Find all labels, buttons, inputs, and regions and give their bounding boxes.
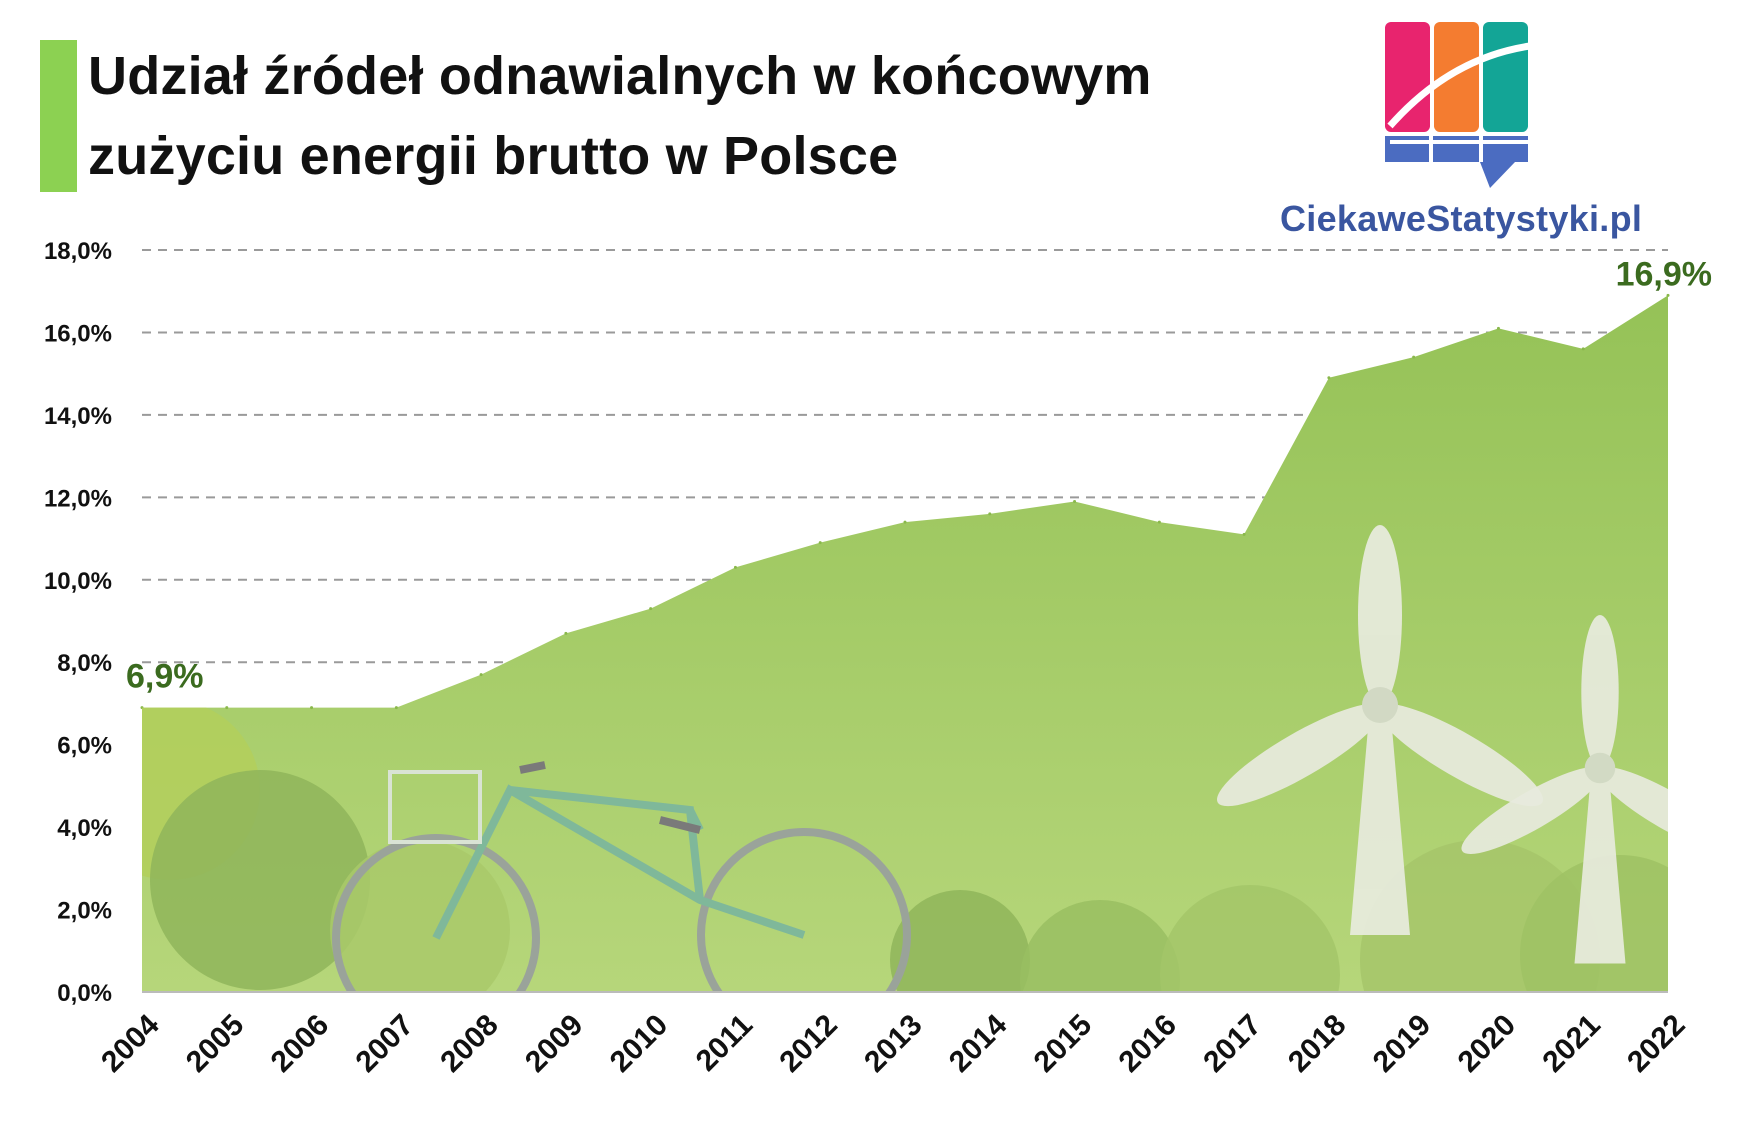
data-point <box>225 706 229 710</box>
y-tick-label: 10,0% <box>44 568 112 595</box>
data-label: 6,9% <box>126 658 204 696</box>
y-tick-label: 18,0% <box>44 238 112 265</box>
brand-logo-icon <box>1385 22 1531 188</box>
x-tick-label: 2017 <box>1197 1008 1268 1079</box>
bush-shape <box>890 890 1030 992</box>
decoration <box>142 525 1668 992</box>
y-tick-label: 2,0% <box>57 898 112 925</box>
x-tick-label: 2006 <box>265 1008 336 1079</box>
chart-title-line-1: Udział źródeł odnawialnych w końcowym <box>88 46 1152 106</box>
y-tick-label: 16,0% <box>44 320 112 347</box>
data-point <box>564 631 568 635</box>
data-point <box>1666 293 1670 297</box>
wind-turbine-icon <box>1216 525 1544 935</box>
data-point <box>1412 355 1416 359</box>
x-tick-label: 2010 <box>604 1008 675 1079</box>
data-point <box>394 706 398 710</box>
chart-title: Udział źródeł odnawialnych w końcowym zu… <box>88 36 1152 196</box>
x-tick-label: 2008 <box>434 1008 505 1079</box>
data-point <box>310 706 314 710</box>
chart-title-line-2: zużyciu energii brutto w Polsce <box>88 126 899 186</box>
x-tick-label: 2014 <box>943 1008 1014 1079</box>
data-point <box>1157 520 1161 524</box>
bicycle-icon <box>332 761 911 992</box>
brand-logo-text: CiekaweStatystyki.pl <box>1280 198 1643 239</box>
data-point <box>1581 347 1585 351</box>
data-point <box>649 607 653 611</box>
x-tick-label: 2019 <box>1367 1008 1438 1079</box>
x-tick-label: 2012 <box>773 1008 844 1079</box>
y-tick-label: 8,0% <box>57 650 112 677</box>
data-label: 16,9% <box>1616 255 1712 293</box>
x-tick-label: 2004 <box>95 1008 166 1079</box>
bush-shape <box>1160 885 1340 992</box>
y-tick-label: 12,0% <box>44 485 112 512</box>
y-tick-label: 0,0% <box>57 980 112 1007</box>
data-point <box>818 541 822 545</box>
brand-logo: CiekaweStatystyki.pl <box>1280 18 1643 243</box>
data-point <box>733 565 737 569</box>
data-point <box>988 512 992 516</box>
x-tick-label: 2016 <box>1112 1008 1183 1079</box>
x-tick-label: 2009 <box>519 1008 590 1079</box>
y-tick-label: 4,0% <box>57 815 112 842</box>
bush-shape <box>150 770 370 990</box>
illustration <box>142 525 1668 992</box>
area-series <box>140 293 1670 992</box>
data-point <box>903 520 907 524</box>
x-tick-label: 2005 <box>180 1008 251 1079</box>
data-point <box>1496 326 1500 330</box>
title-accent-bar <box>40 40 77 192</box>
x-tick-label: 2007 <box>349 1008 420 1079</box>
data-point <box>1073 499 1077 503</box>
data-point <box>1242 532 1246 536</box>
x-tick-label: 2018 <box>1282 1008 1353 1079</box>
x-tick-label: 2021 <box>1536 1008 1607 1079</box>
x-tick-label: 2020 <box>1452 1008 1523 1079</box>
x-tick-label: 2011 <box>690 1008 759 1077</box>
data-point <box>479 673 483 677</box>
x-tick-label: 2015 <box>1028 1008 1099 1079</box>
data-labels: 6,9% 16,9% <box>126 255 1712 695</box>
area-fill <box>142 295 1668 992</box>
x-tick-label: 2013 <box>858 1008 929 1079</box>
x-tick-label: 2022 <box>1621 1008 1692 1079</box>
data-point <box>1327 376 1331 380</box>
bush-shape <box>1020 900 1180 992</box>
y-tick-label: 6,0% <box>57 733 112 760</box>
wind-turbine-icon <box>1461 615 1668 964</box>
y-tick-label: 14,0% <box>44 403 112 430</box>
